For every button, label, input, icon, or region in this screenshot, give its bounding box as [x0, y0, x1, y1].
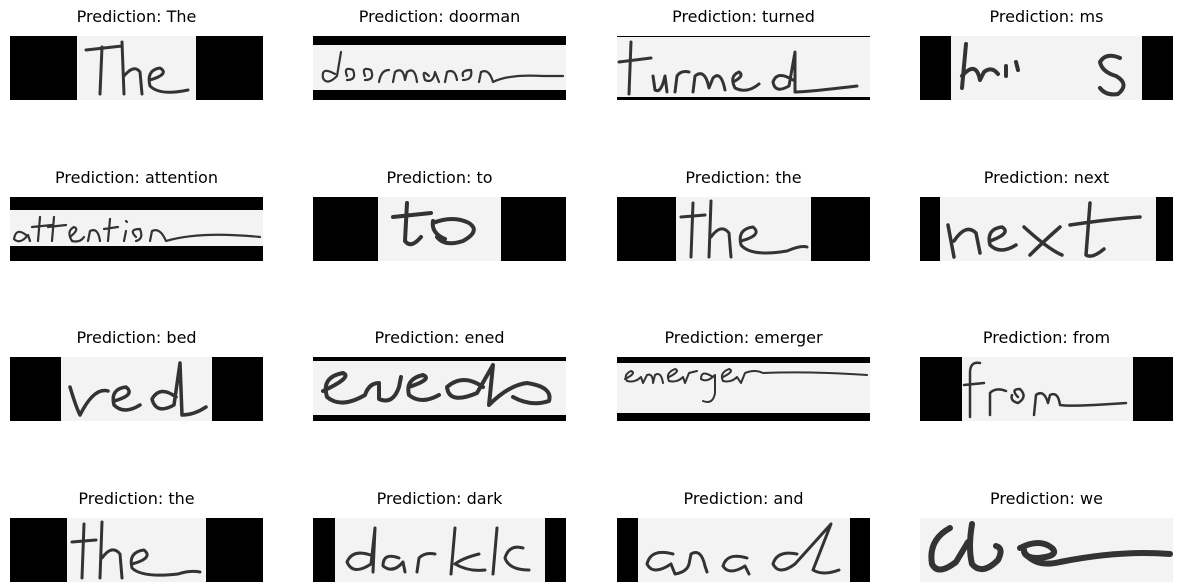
handwriting-image	[617, 357, 870, 421]
handwriting-image	[920, 357, 1173, 421]
prediction-title: Prediction: ened	[313, 326, 566, 350]
prediction-title: Prediction: the	[617, 166, 870, 190]
prediction-text: bed	[166, 328, 197, 347]
prediction-prefix: Prediction:	[664, 328, 755, 347]
prediction-text: from	[1072, 328, 1111, 347]
handwriting-image	[920, 197, 1173, 261]
prediction-text: The	[166, 7, 197, 26]
prediction-panel: Prediction: to	[313, 166, 566, 261]
prediction-prefix: Prediction:	[55, 168, 145, 187]
prediction-text: emerger	[754, 328, 823, 347]
handwriting-image	[10, 197, 263, 261]
prediction-panel: Prediction: ms	[920, 5, 1173, 100]
prediction-prefix: Prediction:	[374, 328, 465, 347]
prediction-panel: Prediction: we	[920, 487, 1173, 582]
prediction-text: and	[773, 489, 804, 508]
prediction-prefix: Prediction:	[78, 489, 169, 508]
prediction-prefix: Prediction:	[358, 7, 449, 26]
prediction-text: turned	[762, 7, 815, 26]
prediction-panel: Prediction: ened	[313, 326, 566, 421]
prediction-title: Prediction: next	[920, 166, 1173, 190]
prediction-panel: Prediction: from	[920, 326, 1173, 421]
handwriting-image	[920, 518, 1173, 582]
prediction-text: next	[1073, 168, 1110, 187]
prediction-text: attention	[144, 168, 218, 187]
prediction-prefix: Prediction:	[982, 328, 1073, 347]
prediction-text: dark	[466, 489, 503, 508]
prediction-title: Prediction: The	[10, 5, 263, 29]
prediction-text: the	[775, 168, 802, 187]
handwriting-image	[313, 36, 566, 100]
prediction-title: Prediction: ms	[920, 5, 1173, 29]
prediction-title: Prediction: dark	[313, 487, 566, 511]
prediction-prefix: Prediction:	[376, 489, 467, 508]
handwriting-image	[10, 36, 263, 100]
prediction-prefix: Prediction:	[672, 7, 763, 26]
prediction-prefix: Prediction:	[683, 489, 774, 508]
prediction-prefix: Prediction:	[76, 328, 167, 347]
prediction-title: Prediction: emerger	[617, 326, 870, 350]
prediction-prefix: Prediction:	[989, 7, 1080, 26]
handwriting-image	[10, 518, 263, 582]
prediction-prefix: Prediction:	[76, 7, 167, 26]
handwriting-image	[617, 36, 870, 100]
prediction-title: Prediction: to	[313, 166, 566, 190]
handwriting-image	[313, 197, 566, 261]
handwriting-image	[10, 357, 263, 421]
handwriting-image	[920, 36, 1173, 100]
prediction-title: Prediction: we	[920, 487, 1173, 511]
prediction-panel: Prediction: emerger	[617, 326, 870, 421]
prediction-title: Prediction: turned	[617, 5, 870, 29]
prediction-title: Prediction: and	[617, 487, 870, 511]
handwriting-image	[313, 518, 566, 582]
prediction-text: doorman	[448, 7, 521, 26]
prediction-prefix: Prediction:	[990, 489, 1081, 508]
prediction-prefix: Prediction:	[983, 168, 1074, 187]
prediction-title: Prediction: doorman	[313, 5, 566, 29]
prediction-text: to	[476, 168, 493, 187]
prediction-text: ened	[464, 328, 505, 347]
handwriting-image	[617, 197, 870, 261]
prediction-panel: Prediction: and	[617, 487, 870, 582]
prediction-panel: Prediction: next	[920, 166, 1173, 261]
prediction-panel: Prediction: attention	[10, 166, 263, 261]
handwriting-image	[617, 518, 870, 582]
prediction-panel: Prediction: the	[617, 166, 870, 261]
prediction-title: Prediction: the	[10, 487, 263, 511]
prediction-panel: Prediction: doorman	[313, 5, 566, 100]
prediction-title: Prediction: bed	[10, 326, 263, 350]
prediction-text: we	[1080, 489, 1103, 508]
handwriting-image	[313, 357, 566, 421]
prediction-panel: Prediction: bed	[10, 326, 263, 421]
prediction-panel: Prediction: dark	[313, 487, 566, 582]
prediction-text: the	[168, 489, 195, 508]
prediction-panel: Prediction: the	[10, 487, 263, 582]
prediction-text: ms	[1079, 7, 1104, 26]
prediction-panel: Prediction: turned	[617, 5, 870, 100]
prediction-prefix: Prediction:	[386, 168, 477, 187]
prediction-panel: Prediction: The	[10, 5, 263, 100]
prediction-title: Prediction: attention	[10, 166, 263, 190]
prediction-title: Prediction: from	[920, 326, 1173, 350]
prediction-prefix: Prediction:	[685, 168, 776, 187]
